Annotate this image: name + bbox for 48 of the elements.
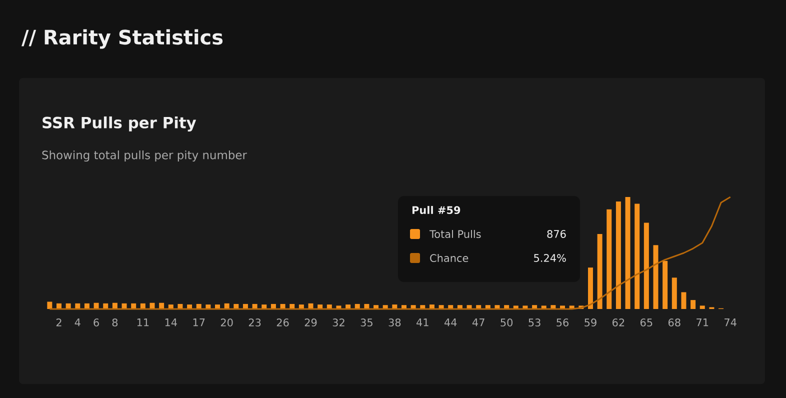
bar xyxy=(625,197,630,309)
bar xyxy=(606,209,612,309)
x-tick-label: 8 xyxy=(112,318,118,326)
x-tick-label: 6 xyxy=(94,318,99,326)
x-tick-label: 59 xyxy=(584,318,596,326)
bar xyxy=(644,222,649,309)
x-tick-label: 32 xyxy=(332,318,344,326)
x-tick-label: 53 xyxy=(528,318,540,326)
x-tick-label: 47 xyxy=(472,318,484,326)
chart-title: SSR Pulls per Pity xyxy=(42,116,196,132)
x-tick-label: 71 xyxy=(696,318,708,326)
x-tick-label: 20 xyxy=(220,318,233,326)
x-tick-label: 44 xyxy=(444,318,457,326)
x-tick-label: 62 xyxy=(612,318,624,326)
legend-label: Total Pulls xyxy=(429,230,481,238)
bar xyxy=(653,245,658,309)
x-tick-label: 68 xyxy=(668,318,680,326)
x-tick-label: 41 xyxy=(416,318,428,326)
bar xyxy=(634,204,640,309)
x-tick-label: 35 xyxy=(360,318,372,326)
x-tick-label: 23 xyxy=(248,318,261,326)
bar xyxy=(690,300,696,309)
x-tick-label: 50 xyxy=(500,318,513,326)
annotation: 876 xyxy=(547,230,566,238)
bar xyxy=(47,302,52,309)
x-tick-label: 56 xyxy=(556,318,568,326)
bar xyxy=(672,278,677,309)
x-tick-label: 26 xyxy=(276,318,289,326)
bar xyxy=(681,292,686,309)
bar xyxy=(700,306,705,309)
x-tick-label: 65 xyxy=(640,318,652,326)
x-tick-label: 4 xyxy=(74,318,80,326)
bar xyxy=(597,234,602,309)
bar xyxy=(588,268,593,309)
chart-subtitle: Showing total pulls per pity number xyxy=(42,150,247,162)
bar xyxy=(616,201,621,309)
x-tick-label: 74 xyxy=(724,318,736,326)
text: // Rarity Statistics xyxy=(22,29,223,49)
x-tick-label: 38 xyxy=(388,318,401,326)
x-tick-label: 2 xyxy=(56,318,62,326)
bar xyxy=(662,260,668,309)
x-tick-label: 29 xyxy=(304,318,317,326)
x-tick-label: 14 xyxy=(165,318,177,326)
legend-label: Chance xyxy=(430,254,468,262)
x-tick-label: 17 xyxy=(193,318,205,326)
annotation: 5.24% xyxy=(534,254,566,262)
annotation: Pull #59 xyxy=(412,206,460,214)
x-tick-label: 11 xyxy=(137,318,149,326)
